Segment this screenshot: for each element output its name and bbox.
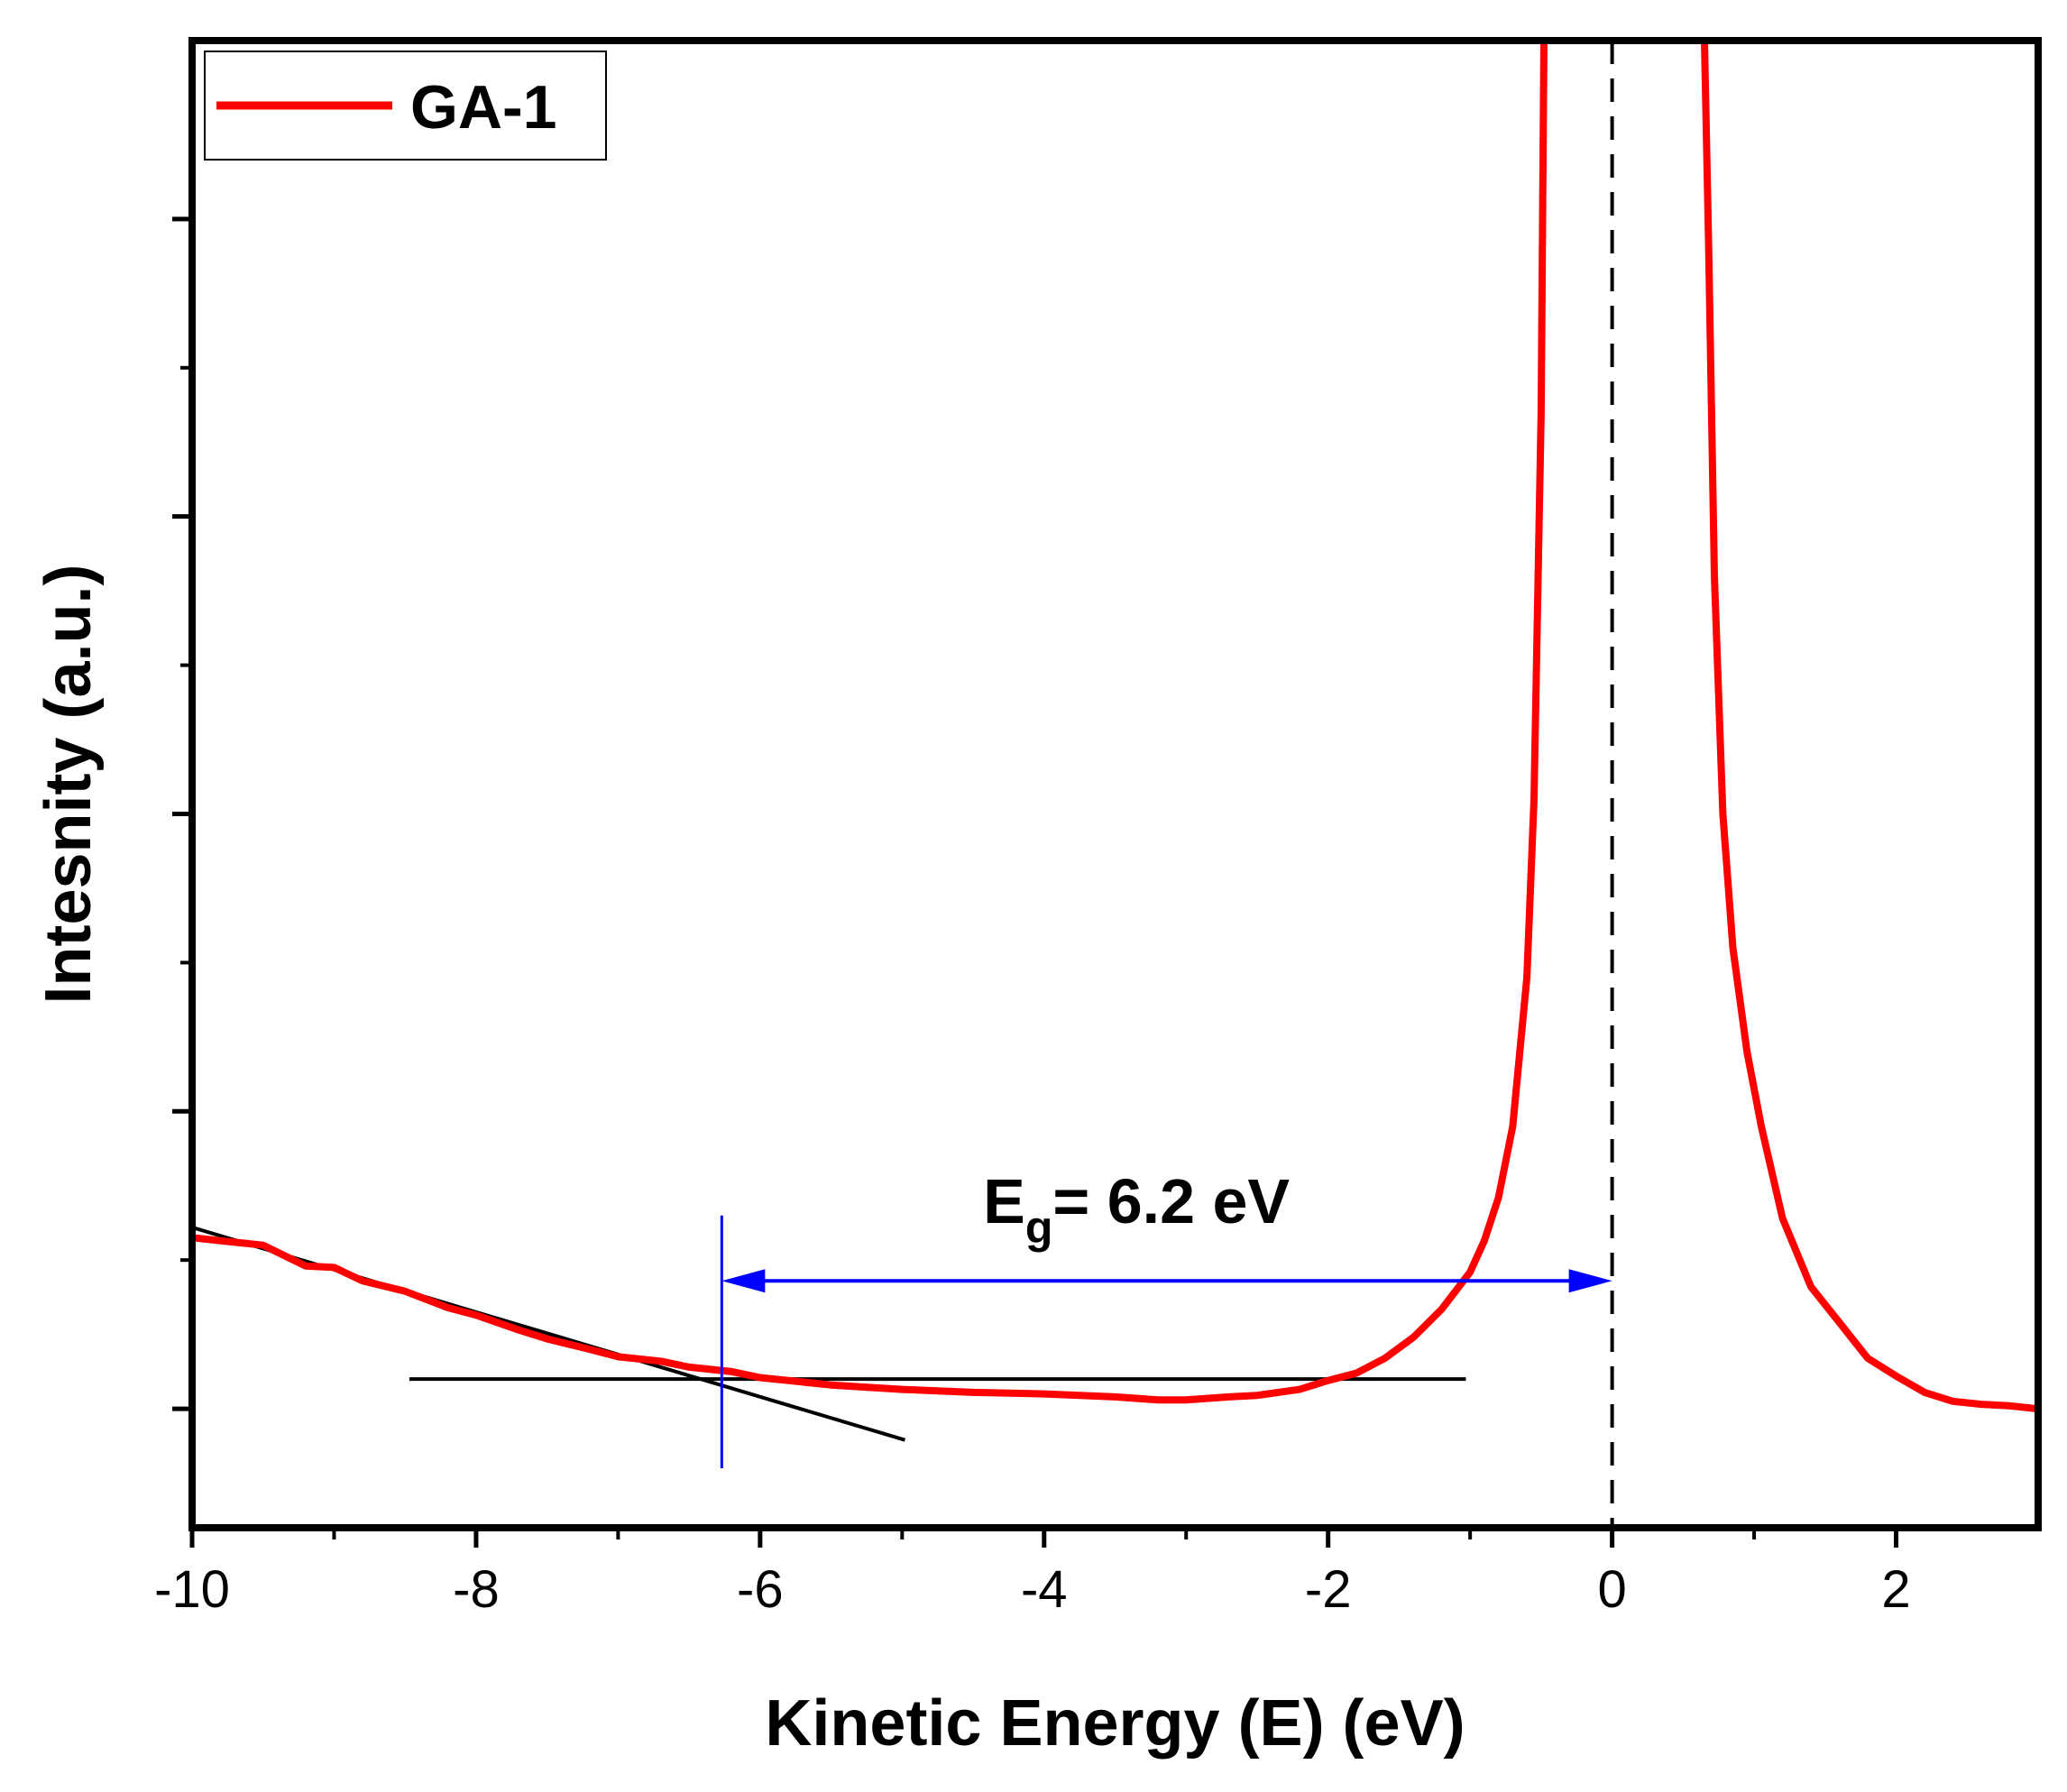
plot-area [191,41,2038,1528]
x-tick-label: -10 [154,1560,230,1619]
legend-box [204,51,607,161]
band-gap-arrowhead-left [721,1269,766,1293]
x-tick-label: -4 [1021,1560,1068,1619]
x-tick-label: -6 [737,1560,784,1619]
x-tick-label: -8 [453,1560,500,1619]
band-gap-label: Eg= 6.2 eV [983,1166,1290,1253]
x-tick-label: 0 [1597,1560,1626,1619]
series-line-ga-1 [192,41,2038,1413]
x-tick-label: 2 [1881,1560,1910,1619]
band-gap-label-rest: = 6.2 eV [1052,1166,1290,1236]
band-gap-label-sub: g [1025,1202,1053,1253]
x-axis-title: Kinetic Energy (E) (eV) [765,1687,1465,1760]
plot-frame [188,37,2042,1531]
legend-label-ga-1: GA-1 [410,73,556,142]
axis-ticks: -10 -8 -6 -4 -2 0 2 [154,216,1911,1619]
x-tick-label: -2 [1305,1560,1352,1619]
band-gap-arrowhead-right [1568,1269,1612,1293]
y-axis-title: Intesnity (a.u.) [32,564,105,1004]
legend: GA-1 [204,51,607,161]
band-gap-label-main: E [983,1166,1025,1236]
